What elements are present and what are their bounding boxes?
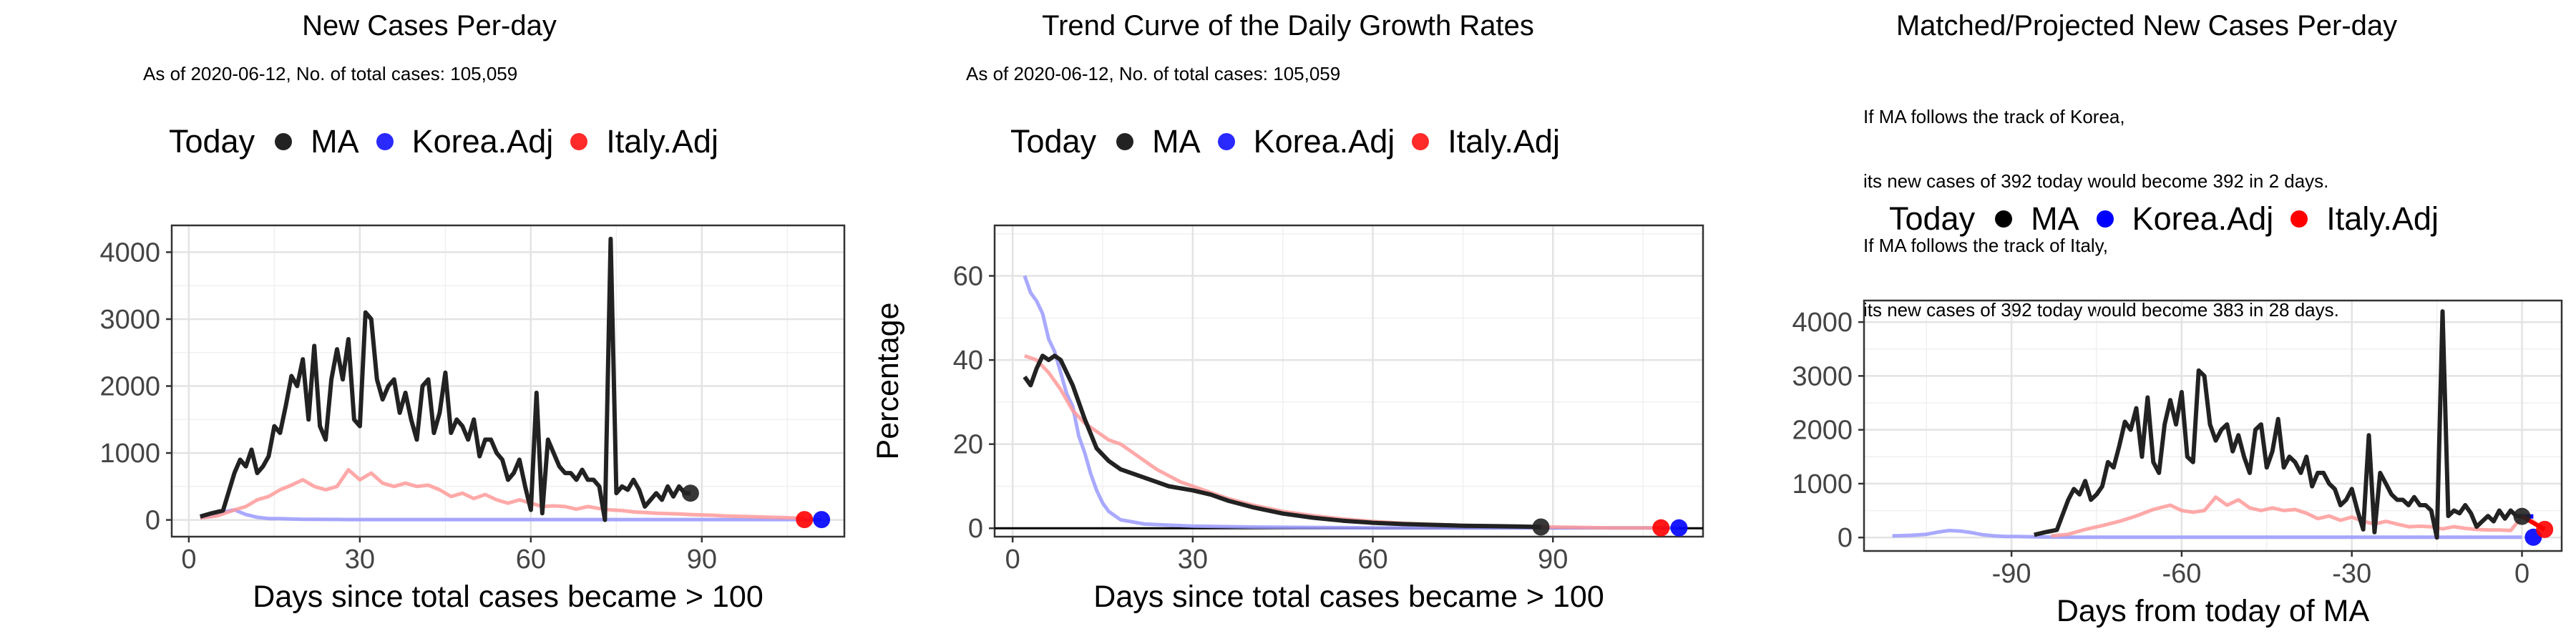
legend-dot-ma: [1116, 133, 1134, 150]
legend-label-ma: MA: [2031, 200, 2079, 237]
legend-label-ma: MA: [311, 123, 359, 160]
y-tick-label: 20: [953, 430, 983, 460]
today-point-ma: [1532, 518, 1550, 536]
plot-border: [1863, 299, 2563, 552]
x-tick-label: -30: [2332, 559, 2371, 589]
x-tick-label: 90: [687, 545, 717, 575]
legend-item-italy: Italy.Adj: [570, 123, 718, 160]
y-tick-label: 0: [1838, 523, 1853, 553]
y-tick-label: 0: [145, 506, 160, 536]
subtitle-line: If MA follows the track of Italy,: [1863, 235, 2108, 256]
series-line-ma: [2034, 309, 2522, 540]
x-tick-label: -90: [1992, 559, 2031, 589]
y-tick-label: 40: [953, 346, 983, 376]
chart-subtitle: As of 2020-06-12, No. of total cases: 10…: [966, 63, 1341, 84]
legend-item-korea: Korea.Adj: [2096, 200, 2274, 238]
subtitle-line: its new cases of 392 today would become …: [1863, 170, 2329, 192]
today-point-italy: [1652, 519, 1670, 537]
y-tick-label: 1000: [99, 439, 160, 469]
legend-dot-italy: [1412, 133, 1430, 150]
legend-label-korea: Korea.Adj: [411, 123, 554, 160]
series-line-korea: [1023, 275, 1679, 530]
x-tick-label: 90: [1538, 545, 1568, 575]
panel-projected-cases: Matched/Projected New Cases Per-day If M…: [1717, 0, 2576, 644]
legend-dot-korea: [1217, 133, 1235, 150]
series-line-italy: [2051, 495, 2546, 538]
legend-dot-ma: [1995, 210, 2013, 228]
today-point-ma: [681, 484, 699, 502]
x-tick-label: 60: [516, 545, 546, 575]
x-axis-label: Days from today of MA: [2057, 594, 2370, 628]
y-tick-label: 4000: [99, 238, 160, 268]
chart-projected-cases: -90 -60 -30 0 0 1000 2000 3000 4000 Days from tod…: [1792, 299, 2563, 628]
panel-growth-rates: Trend Curve of the Daily Growth Rates As…: [859, 0, 1717, 644]
legend-dot-korea: [376, 133, 394, 150]
subtitle-line: its new cases of 392 today would become …: [1863, 299, 2339, 321]
y-tick-label: 0: [968, 514, 983, 544]
y-axis-label: Percentage: [871, 303, 905, 460]
legend: Today MA Korea.Adj Italy.Adj: [1010, 123, 1577, 160]
panel-new-cases: New Cases Per-day As of 2020-06-12, No. …: [0, 0, 859, 644]
legend-item-italy: Italy.Adj: [2290, 200, 2439, 238]
legend-label-italy: Italy.Adj: [2326, 200, 2439, 237]
legend-item-korea: Korea.Adj: [1217, 123, 1395, 160]
x-tick-label: 60: [1357, 545, 1387, 575]
chart-growth-rates: 0 30 60 90 0 20 40 60 Days since total cases bec…: [871, 224, 1704, 614]
legend-label-korea: Korea.Adj: [2132, 200, 2274, 237]
series-line-italy: [200, 468, 805, 520]
legend-label-korea: Korea.Adj: [1253, 123, 1395, 160]
series-line-ma: [199, 236, 691, 522]
today-point-korea: [1670, 519, 1688, 537]
chart-new-cases: 0 30 60 90 0 1000 2000 3000 4000 Days since total…: [99, 224, 846, 614]
chart-title: Trend Curve of the Daily Growth Rates: [1042, 10, 1534, 42]
chart-title: Matched/Projected New Cases Per-day: [1896, 10, 2398, 42]
x-tick-label: -60: [2162, 559, 2201, 589]
x-tick-label: 30: [1178, 545, 1208, 575]
legend-label-italy: Italy.Adj: [1448, 123, 1560, 160]
series-line-ma: [1023, 353, 1541, 530]
legend-label-italy: Italy.Adj: [606, 123, 718, 160]
today-point-italy: [796, 511, 814, 529]
chart-subtitle: If MA follows the track of Korea, its ne…: [1863, 63, 2339, 364]
legend-item-korea: Korea.Adj: [376, 123, 554, 160]
y-tick-label: 3000: [1792, 361, 1853, 391]
legend-item-ma: MA: [1116, 123, 1201, 160]
x-axis-label: Days since total cases became > 100: [1093, 580, 1604, 614]
legend-title: Today: [169, 123, 255, 160]
series-line-italy: [1024, 353, 1662, 530]
plot-border: [993, 224, 1704, 538]
y-tick-label: 2000: [1792, 416, 1853, 446]
chart-title: New Cases Per-day: [302, 10, 557, 42]
chart-subtitle: As of 2020-06-12, No. of total cases: 10…: [143, 63, 518, 84]
y-tick-label: 60: [953, 262, 983, 292]
series-line-korea: [1892, 528, 2522, 540]
legend-dot-ma: [275, 133, 293, 150]
legend: Today MA Korea.Adj Italy.Adj: [1889, 200, 2456, 238]
y-tick-label: 4000: [1792, 308, 1853, 338]
x-axis-label: Days since total cases became > 100: [253, 580, 763, 614]
series-line-korea: [200, 508, 822, 522]
x-tick-label: 0: [2514, 559, 2529, 589]
legend-item-italy: Italy.Adj: [1412, 123, 1560, 160]
y-tick-label: 1000: [1792, 469, 1853, 499]
legend: Today MA Korea.Adj Italy.Adj: [169, 123, 736, 160]
legend-dot-korea: [2096, 210, 2114, 228]
today-point-italy: [2536, 520, 2554, 538]
y-tick-label: 3000: [99, 305, 160, 335]
x-tick-label: 0: [1005, 545, 1020, 575]
x-tick-label: 30: [345, 545, 375, 575]
legend-item-ma: MA: [275, 123, 359, 160]
legend-label-ma: MA: [1152, 123, 1201, 160]
legend-dot-italy: [2290, 210, 2308, 228]
today-point-korea: [813, 511, 831, 529]
legend-title: Today: [1889, 200, 1976, 237]
x-tick-label: 0: [181, 545, 196, 575]
legend-item-ma: MA: [1995, 200, 2079, 238]
plot-border: [170, 224, 846, 538]
subtitle-line: If MA follows the track of Korea,: [1863, 106, 2125, 127]
y-tick-label: 2000: [99, 372, 160, 402]
today-point-ma: [2513, 507, 2531, 525]
legend-dot-italy: [570, 133, 588, 150]
legend-title: Today: [1010, 123, 1097, 160]
